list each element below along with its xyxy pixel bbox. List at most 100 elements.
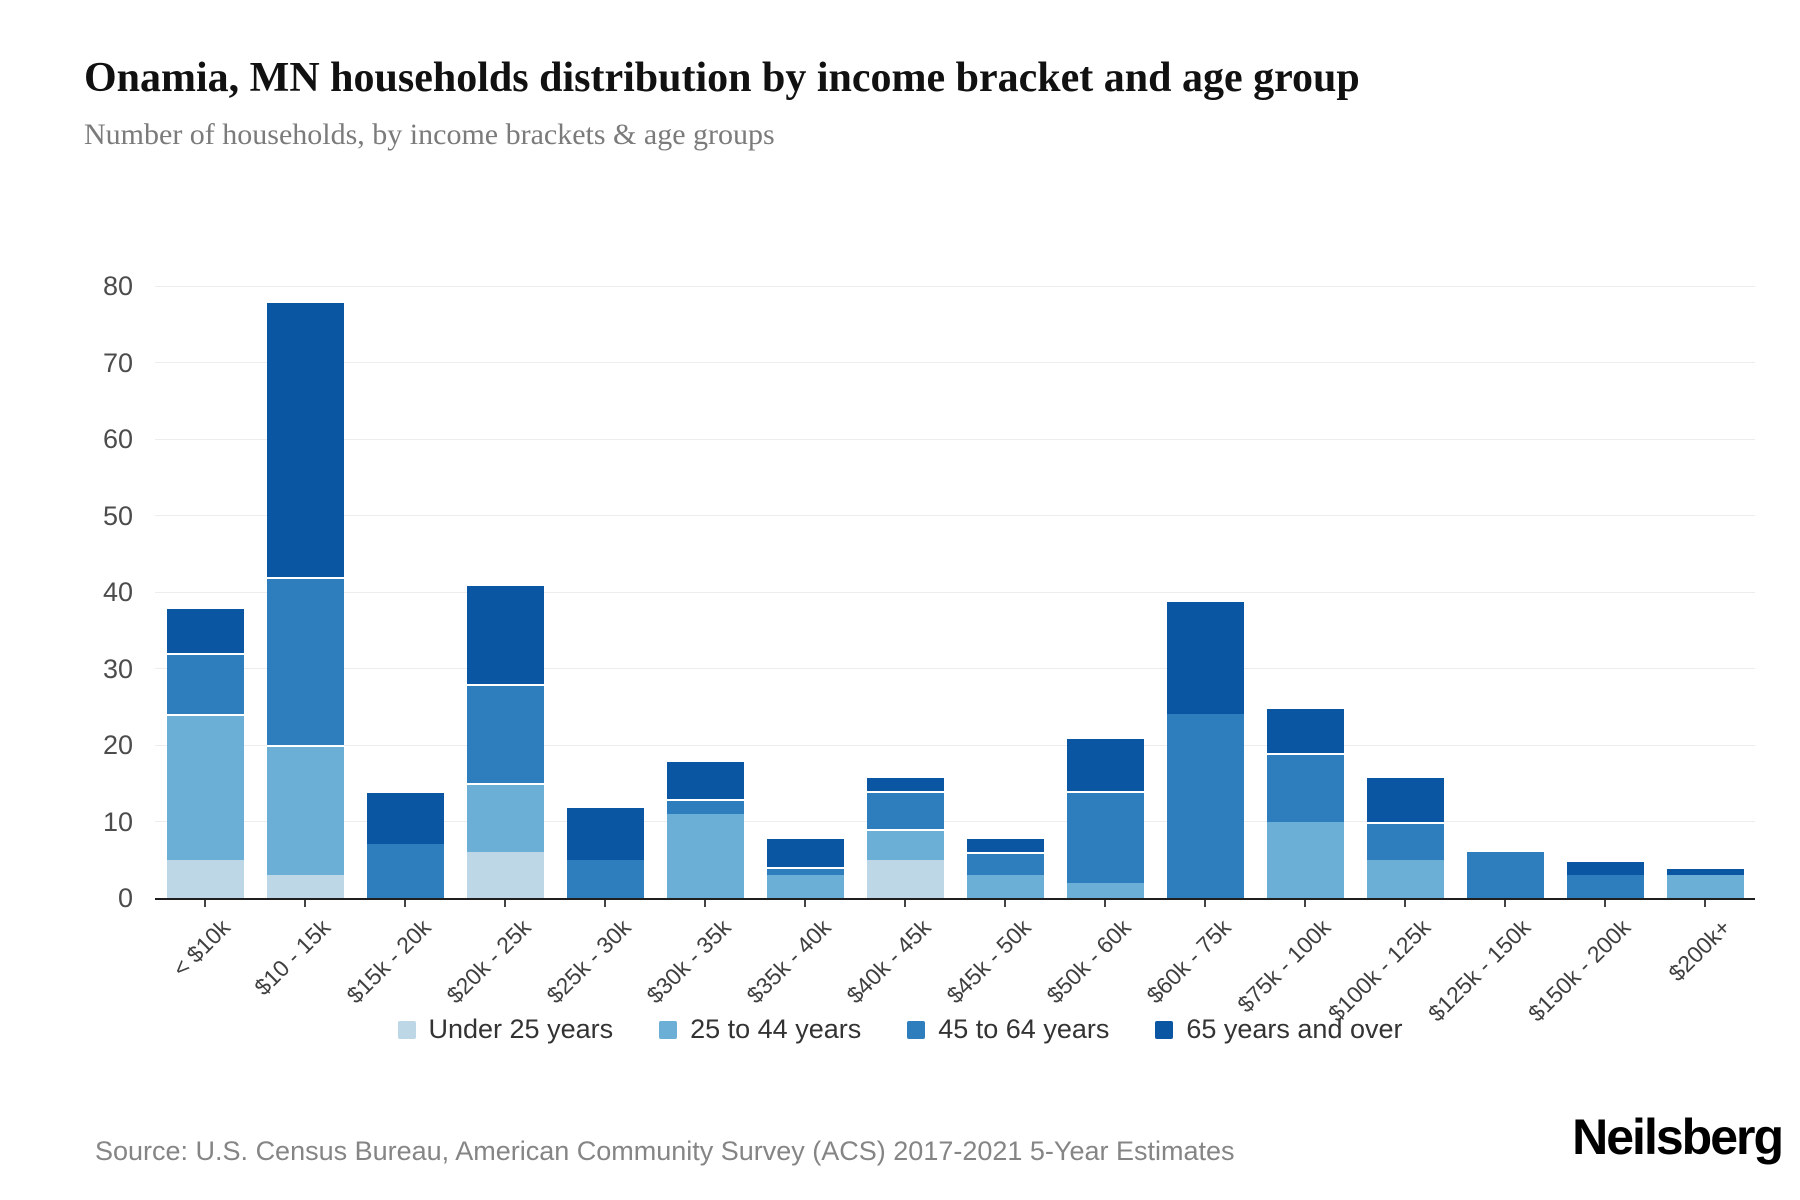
bar-segment[interactable] [666,760,744,799]
legend: Under 25 years 25 to 44 years 45 to 64 yea… [0,1014,1800,1045]
bar-segment[interactable] [366,844,444,898]
legend-swatch [1155,1020,1174,1039]
bar-segment[interactable] [1466,852,1544,898]
y-axis-tick-label: 80 [102,271,133,301]
x-axis-label: $20k - 25k [441,914,536,1009]
x-axis-label: $25k - 30k [541,914,636,1009]
category-slot: $30k - 35k [641,286,755,1008]
category-slot: $40k - 45k [841,286,955,1008]
bar [1066,737,1144,898]
bar-segment[interactable] [266,875,344,898]
x-axis-tick [604,900,606,907]
category-slot: $45k - 50k [941,286,1055,1008]
bar-segment[interactable] [466,683,544,784]
category-slot: $25k - 30k [541,286,655,1008]
legend-swatch [397,1020,416,1039]
bars-container: < $10k $10 - 15k $15k - 20k $20k - 25k $25k … [155,286,1755,1026]
y-axis-tick-label: 30 [102,653,133,684]
bar [466,584,544,898]
x-axis-label: $45k - 50k [941,914,1036,1009]
bar-segment[interactable] [766,875,844,898]
x-axis-tick [504,900,506,907]
legend-item[interactable]: Under 25 years [397,1014,614,1045]
category-slot: $15k - 20k [341,286,455,1008]
bar-segment[interactable] [766,836,844,868]
gridline [155,591,1755,593]
bar-segment[interactable] [166,607,244,654]
bar-segment[interactable] [166,714,244,860]
bar-segment[interactable] [866,829,944,860]
bar-segment[interactable] [866,859,944,898]
bar-segment[interactable] [466,783,544,853]
bar-segment[interactable] [966,836,1044,853]
category-slot: $200k+ [1655,286,1755,986]
legend-item[interactable]: 65 years and over [1155,1014,1403,1045]
bar-segment[interactable] [466,584,544,684]
bar-segment[interactable] [966,875,1044,898]
bar-segment[interactable] [166,653,244,715]
gridline [155,285,1755,287]
bar-segment[interactable] [266,745,344,876]
bar-segment[interactable] [366,790,444,845]
category-slot: $20k - 25k [441,286,555,1008]
y-axis-tick-label: 70 [102,347,133,378]
bar-segment[interactable] [1666,875,1744,898]
bar-segment[interactable] [666,813,744,898]
bar [1266,706,1344,898]
bar [766,836,844,898]
bar [1566,859,1644,898]
gridline [155,821,1755,822]
bar-segment[interactable] [1366,775,1444,822]
bar-segment[interactable] [966,852,1044,876]
bar-segment[interactable] [1666,867,1744,876]
bar-segment[interactable] [466,852,544,898]
gridline [155,668,1755,669]
legend-label: Under 25 years [428,1014,614,1044]
bar-segment[interactable] [1266,821,1344,898]
bar-segment[interactable] [1166,599,1244,715]
bar-segment[interactable] [1366,859,1444,898]
bar-segment[interactable] [1066,882,1144,898]
legend-label: 25 to 44 years [690,1014,862,1044]
bar-segment[interactable] [1566,875,1644,898]
x-axis-tick [1104,900,1106,907]
bar-segment[interactable] [1266,752,1344,822]
bar [866,775,944,898]
bar-segment[interactable] [566,806,644,860]
bar-segment[interactable] [1566,859,1644,876]
bar-segment[interactable] [1166,714,1244,898]
legend-swatch [907,1020,926,1039]
bar [1666,867,1744,898]
bar-segment[interactable] [866,790,944,830]
bar-segment[interactable] [166,859,244,898]
bar-segment[interactable] [266,301,344,577]
x-axis-label: $75k - 100k [1232,914,1336,1018]
bar [1466,852,1544,898]
x-axis-tick [1404,900,1406,907]
x-axis-label: $35k - 40k [741,914,836,1009]
x-axis-tick [1504,900,1506,907]
legend-label: 45 to 64 years [938,1014,1110,1044]
bar-segment[interactable] [1066,737,1144,791]
chart-subtitle: Number of households, by income brackets… [84,118,775,151]
legend-item[interactable]: 45 to 64 years [907,1014,1109,1045]
bar-segment[interactable] [866,775,944,791]
bar-segment[interactable] [666,798,744,814]
x-axis-label: $200k+ [1663,914,1736,987]
bar [1366,775,1444,898]
x-axis-tick [1204,900,1206,907]
x-axis-tick [804,900,806,907]
category-slot: $150k - 200k [1523,286,1655,1026]
x-axis-label: $15k - 20k [341,914,436,1009]
bar [366,790,444,898]
category-slot: $100k - 125k [1323,286,1455,1026]
legend-item[interactable]: 25 to 44 years [659,1014,861,1045]
bar-segment[interactable] [1366,821,1444,860]
bar-segment[interactable] [566,859,644,898]
bar-segment[interactable] [266,576,344,746]
bar-segment[interactable] [1266,706,1344,753]
category-slot: $125k - 150k [1423,286,1555,1026]
x-axis-label: $30k - 35k [641,914,736,1009]
bar-segment[interactable] [766,867,844,876]
bar-segment[interactable] [1066,790,1144,883]
